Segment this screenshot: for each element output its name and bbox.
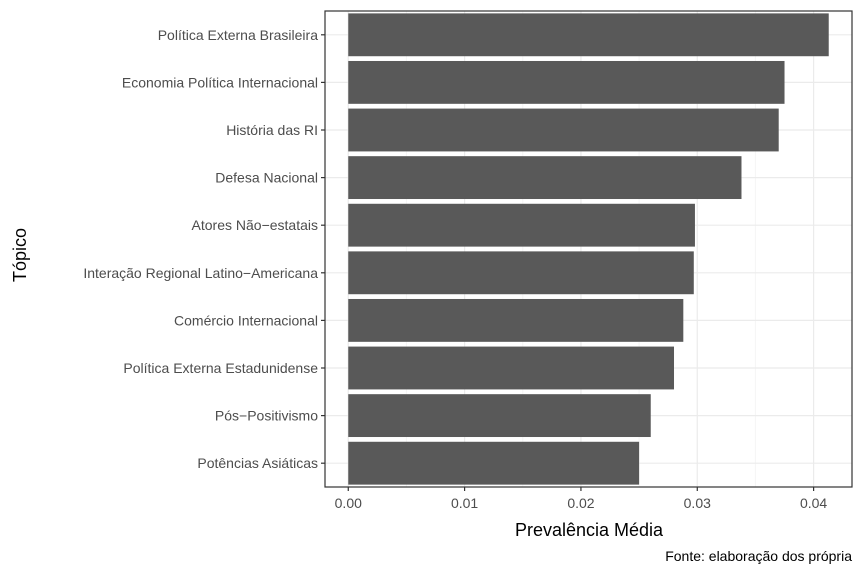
- y-tick-label: Economia Política Internacional: [122, 74, 318, 90]
- bar: [348, 60, 785, 104]
- y-tick-label: Política Externa Estadunidense: [123, 360, 318, 376]
- bar: [348, 346, 675, 390]
- bar: [348, 13, 829, 57]
- y-tick-label: Comércio Internacional: [174, 312, 318, 328]
- caption: Fonte: elaboração dos própria: [665, 548, 852, 564]
- panel-border: [324, 10, 853, 488]
- y-tick-label: Defesa Nacional: [215, 170, 318, 186]
- x-tick-label: 0.00: [335, 495, 362, 511]
- bar: [348, 394, 651, 438]
- bar: [348, 156, 742, 200]
- bar: [348, 203, 695, 247]
- y-tick-label: Atores Não−estatais: [192, 217, 318, 233]
- x-axis-title: Prevalência Média: [515, 520, 664, 540]
- bar: [348, 441, 640, 485]
- y-tick-label: Interação Regional Latino−Americana: [83, 265, 318, 281]
- plot-area: Política Externa Brasileira Economia Polí…: [83, 10, 853, 511]
- bar: [348, 298, 684, 342]
- y-tick-label: História das RI: [226, 122, 318, 138]
- y-axis-title: Tópico: [10, 228, 30, 282]
- x-tick-label: 0.02: [567, 495, 594, 511]
- bar: [348, 108, 779, 152]
- x-tick-label: 0.04: [800, 495, 827, 511]
- bar: [348, 251, 694, 295]
- y-tick-label: Política Externa Brasileira: [158, 27, 319, 43]
- y-tick-label: Pós−Positivismo: [215, 408, 318, 424]
- x-tick-label: 0.01: [451, 495, 478, 511]
- y-tick-label: Potências Asiáticas: [197, 455, 318, 471]
- x-tick-label: 0.03: [684, 495, 711, 511]
